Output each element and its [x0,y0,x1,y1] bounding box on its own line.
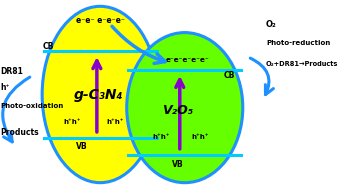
Text: VB: VB [172,160,184,169]
Text: VB: VB [76,142,88,151]
Ellipse shape [42,6,158,183]
Text: Photo-oxidation: Photo-oxidation [1,103,64,109]
Text: O₂: O₂ [266,20,277,29]
Text: e⁻e⁻e⁻e⁻e⁻: e⁻e⁻e⁻e⁻e⁻ [166,57,210,63]
Text: e⁻e⁻ e⁻e⁻e⁻: e⁻e⁻ e⁻e⁻e⁻ [76,16,125,25]
Text: h⁺h⁺: h⁺h⁺ [153,134,170,140]
Text: h⁺h⁺: h⁺h⁺ [63,119,81,125]
Text: O₂+DR81→Products: O₂+DR81→Products [266,60,338,67]
FancyArrowPatch shape [3,77,30,142]
Text: h⁺h⁺: h⁺h⁺ [106,119,124,125]
Text: DR81: DR81 [1,67,24,76]
Text: g-C₃N₄: g-C₃N₄ [74,88,123,101]
FancyArrowPatch shape [250,58,273,94]
Text: Products: Products [1,128,39,136]
Text: Photo-reduction: Photo-reduction [266,40,330,46]
Text: V₂O₅: V₂O₅ [163,104,194,117]
Text: h⁺h⁺: h⁺h⁺ [191,134,208,140]
Text: CB: CB [43,42,54,51]
Text: CB: CB [224,71,235,80]
Text: h⁺: h⁺ [1,83,10,92]
Ellipse shape [127,33,243,183]
